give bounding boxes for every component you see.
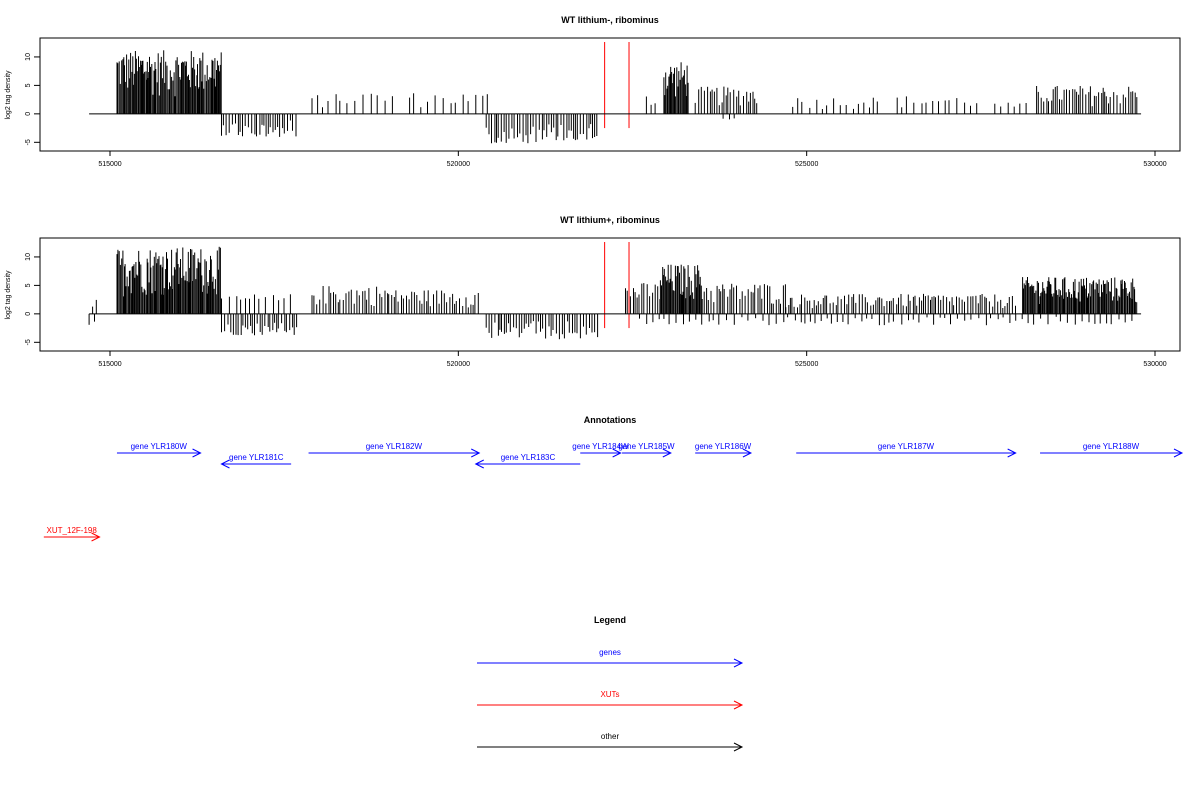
x-tick-label: 525000: [795, 361, 818, 368]
y-tick-label: 10: [25, 53, 32, 61]
y-axis-label: log2 tag density: [5, 270, 12, 320]
annotation-label: gene YLR185W: [618, 442, 675, 451]
gene-arrows: gene YLR180W gene YLR181C gene YLR182W gene…: [116, 442, 1184, 469]
arrow-head: [220, 459, 230, 469]
legend-title: Legend: [594, 615, 626, 625]
legend-arrow-head: [733, 658, 744, 668]
legend-label: XUTs: [600, 690, 619, 699]
y-axis-label: log2 tag density: [5, 70, 12, 120]
legend-item: other: [477, 732, 744, 752]
coverage-panel-lithium-plus: WT lithium+, ribominus log2 tag density …: [5, 215, 1181, 368]
arrow-head: [91, 532, 101, 542]
legend-item: XUTs: [477, 690, 744, 710]
gene-arrow: gene YLR184W: [572, 442, 629, 458]
y-tick-label: 0: [25, 112, 32, 116]
xut-arrow: XUT_12F-198: [43, 526, 101, 542]
legend-item: genes: [477, 648, 744, 668]
y-tick-label: 5: [25, 283, 32, 287]
legend-label: genes: [599, 648, 621, 657]
annotation-label: gene YLR180W: [131, 442, 188, 451]
annotation-label: XUT_12F-198: [47, 526, 98, 535]
annotation-label: gene YLR184W: [572, 442, 629, 451]
x-tick-label: 520000: [447, 361, 470, 368]
gene-arrow: gene YLR181C: [220, 453, 292, 469]
x-tick-label: 530000: [1143, 161, 1166, 168]
annotations-title: Annotations: [584, 415, 637, 425]
annotation-label: gene YLR181C: [229, 453, 284, 462]
panel-title: WT lithium-, ribominus: [561, 15, 659, 25]
arrow-head: [1173, 448, 1184, 458]
gene-arrow: gene YLR187W: [796, 442, 1017, 458]
gene-arrow: gene YLR185W: [618, 442, 675, 458]
gene-arrow: gene YLR182W: [308, 442, 481, 458]
legend-label: other: [601, 732, 620, 741]
y-tick-label: -5: [25, 339, 32, 345]
y-tick-label: 0: [25, 312, 32, 316]
x-tick-label: 525000: [795, 161, 818, 168]
legend-arrow-head: [733, 742, 744, 752]
arrow-head: [471, 448, 481, 458]
x-tick-label: 520000: [447, 161, 470, 168]
x-tick-label: 530000: [1143, 361, 1166, 368]
arrow-head: [742, 448, 753, 458]
legend: Legend genes XUTs other: [477, 615, 744, 752]
arrow-head: [1007, 448, 1017, 458]
y-axis: -5 0 5 10: [25, 253, 40, 345]
legend-arrow-head: [733, 700, 744, 710]
annotation-label: gene YLR183C: [501, 453, 556, 462]
xut-arrows: XUT_12F-198: [43, 526, 101, 542]
annotation-label: gene YLR187W: [878, 442, 935, 451]
annotation-label: gene YLR188W: [1083, 442, 1140, 451]
arrow-head: [662, 448, 672, 458]
x-tick-label: 515000: [98, 361, 121, 368]
plot-frame: [39, 237, 1181, 352]
annotation-label: gene YLR182W: [366, 442, 423, 451]
signal-bars: [116, 50, 1138, 144]
y-axis: -5 0 5 10: [25, 53, 40, 145]
arrow-head: [612, 448, 622, 458]
plot-frame: [39, 37, 1181, 152]
gene-arrow: gene YLR186W: [695, 442, 753, 458]
annotation-label: gene YLR186W: [695, 442, 752, 451]
arrow-head: [192, 448, 202, 458]
y-tick-label: 10: [25, 253, 32, 261]
x-tick-label: 515000: [98, 161, 121, 168]
gene-arrow: gene YLR183C: [474, 453, 581, 469]
arrow-head: [474, 459, 484, 469]
legend-items: genes XUTs other: [477, 648, 744, 752]
coverage-panel-lithium-minus: WT lithium-, ribominus log2 tag density …: [5, 15, 1181, 168]
x-axis: 515000 520000 525000 530000: [98, 351, 1167, 368]
signal-bars: [88, 246, 1138, 340]
x-axis: 515000 520000 525000 530000: [98, 151, 1167, 168]
gene-arrow: gene YLR188W: [1040, 442, 1184, 458]
y-tick-label: 5: [25, 83, 32, 87]
gene-arrow: gene YLR180W: [116, 442, 202, 458]
panel-title: WT lithium+, ribominus: [560, 215, 660, 225]
marker-lines: [604, 242, 630, 329]
marker-lines: [604, 42, 630, 129]
y-tick-label: -5: [25, 139, 32, 145]
